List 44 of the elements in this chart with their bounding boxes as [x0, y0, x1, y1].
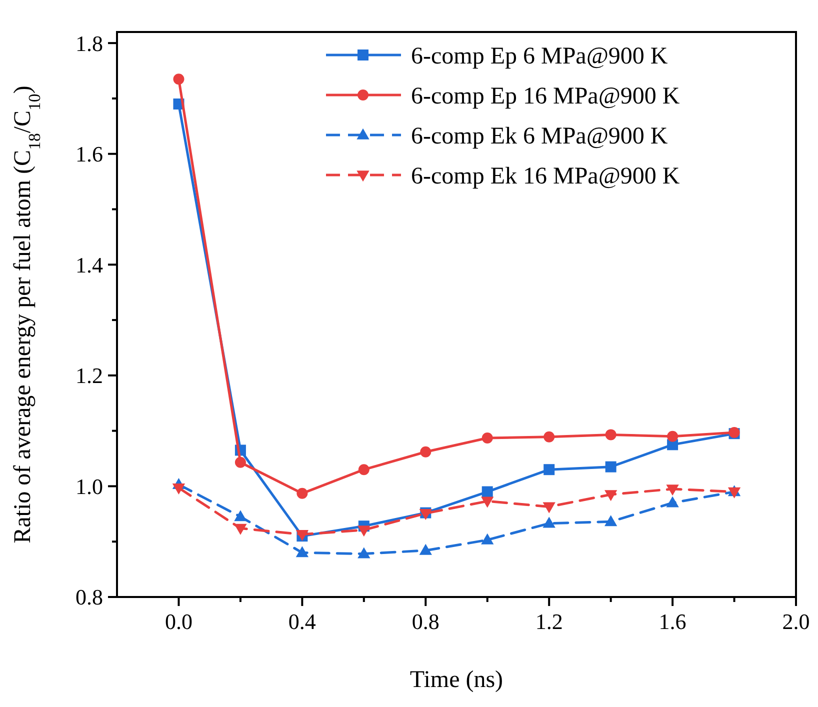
point: [173, 74, 184, 85]
x-tick-label: 1.2: [535, 609, 563, 634]
point: [358, 547, 370, 558]
y-tick-label: 1.2: [76, 363, 103, 388]
legend-label: 6-comp Ek 6 MPa@900 K: [411, 123, 668, 150]
y-tick-label: 1.0: [76, 474, 103, 499]
x-axis-title: Time (ns): [410, 667, 504, 693]
point: [544, 431, 555, 442]
point: [666, 496, 679, 508]
point: [234, 510, 247, 522]
legend-label: 6-comp Ep 6 MPa@900 K: [411, 43, 668, 70]
point: [604, 490, 618, 502]
x-tick-label: 1.6: [658, 609, 686, 634]
y-tick-label: 0.8: [76, 584, 103, 610]
point: [296, 546, 309, 558]
legend-label: 6-comp Ek 16 MPa@900 K: [411, 163, 680, 190]
point: [542, 516, 556, 528]
point: [605, 429, 616, 440]
point: [604, 515, 618, 526]
point: [481, 533, 494, 544]
x-tick-label: 0.4: [288, 609, 316, 634]
point: [667, 430, 678, 442]
legend-label: 6-comp Ep 16 MPa@900 K: [411, 83, 680, 110]
point: [544, 464, 555, 476]
point: [419, 544, 432, 555]
point: [482, 486, 493, 498]
x-tick-label: 0.0: [164, 609, 192, 634]
point: [234, 524, 247, 535]
x-tick-label: 0.8: [412, 609, 440, 634]
y-tick-label: 1.6: [76, 142, 103, 167]
x-tick-label: 2.0: [782, 609, 810, 634]
point: [234, 456, 246, 468]
point: [172, 483, 186, 494]
point: [482, 432, 493, 444]
point: [605, 461, 616, 472]
y-tick-label: 1.4: [76, 252, 103, 278]
point: [358, 464, 370, 476]
point: [542, 502, 556, 514]
point: [358, 526, 370, 537]
point: [666, 484, 679, 496]
y-tick-label: 1.8: [76, 30, 103, 56]
point: [481, 496, 494, 508]
point: [296, 488, 308, 499]
point: [420, 446, 432, 458]
